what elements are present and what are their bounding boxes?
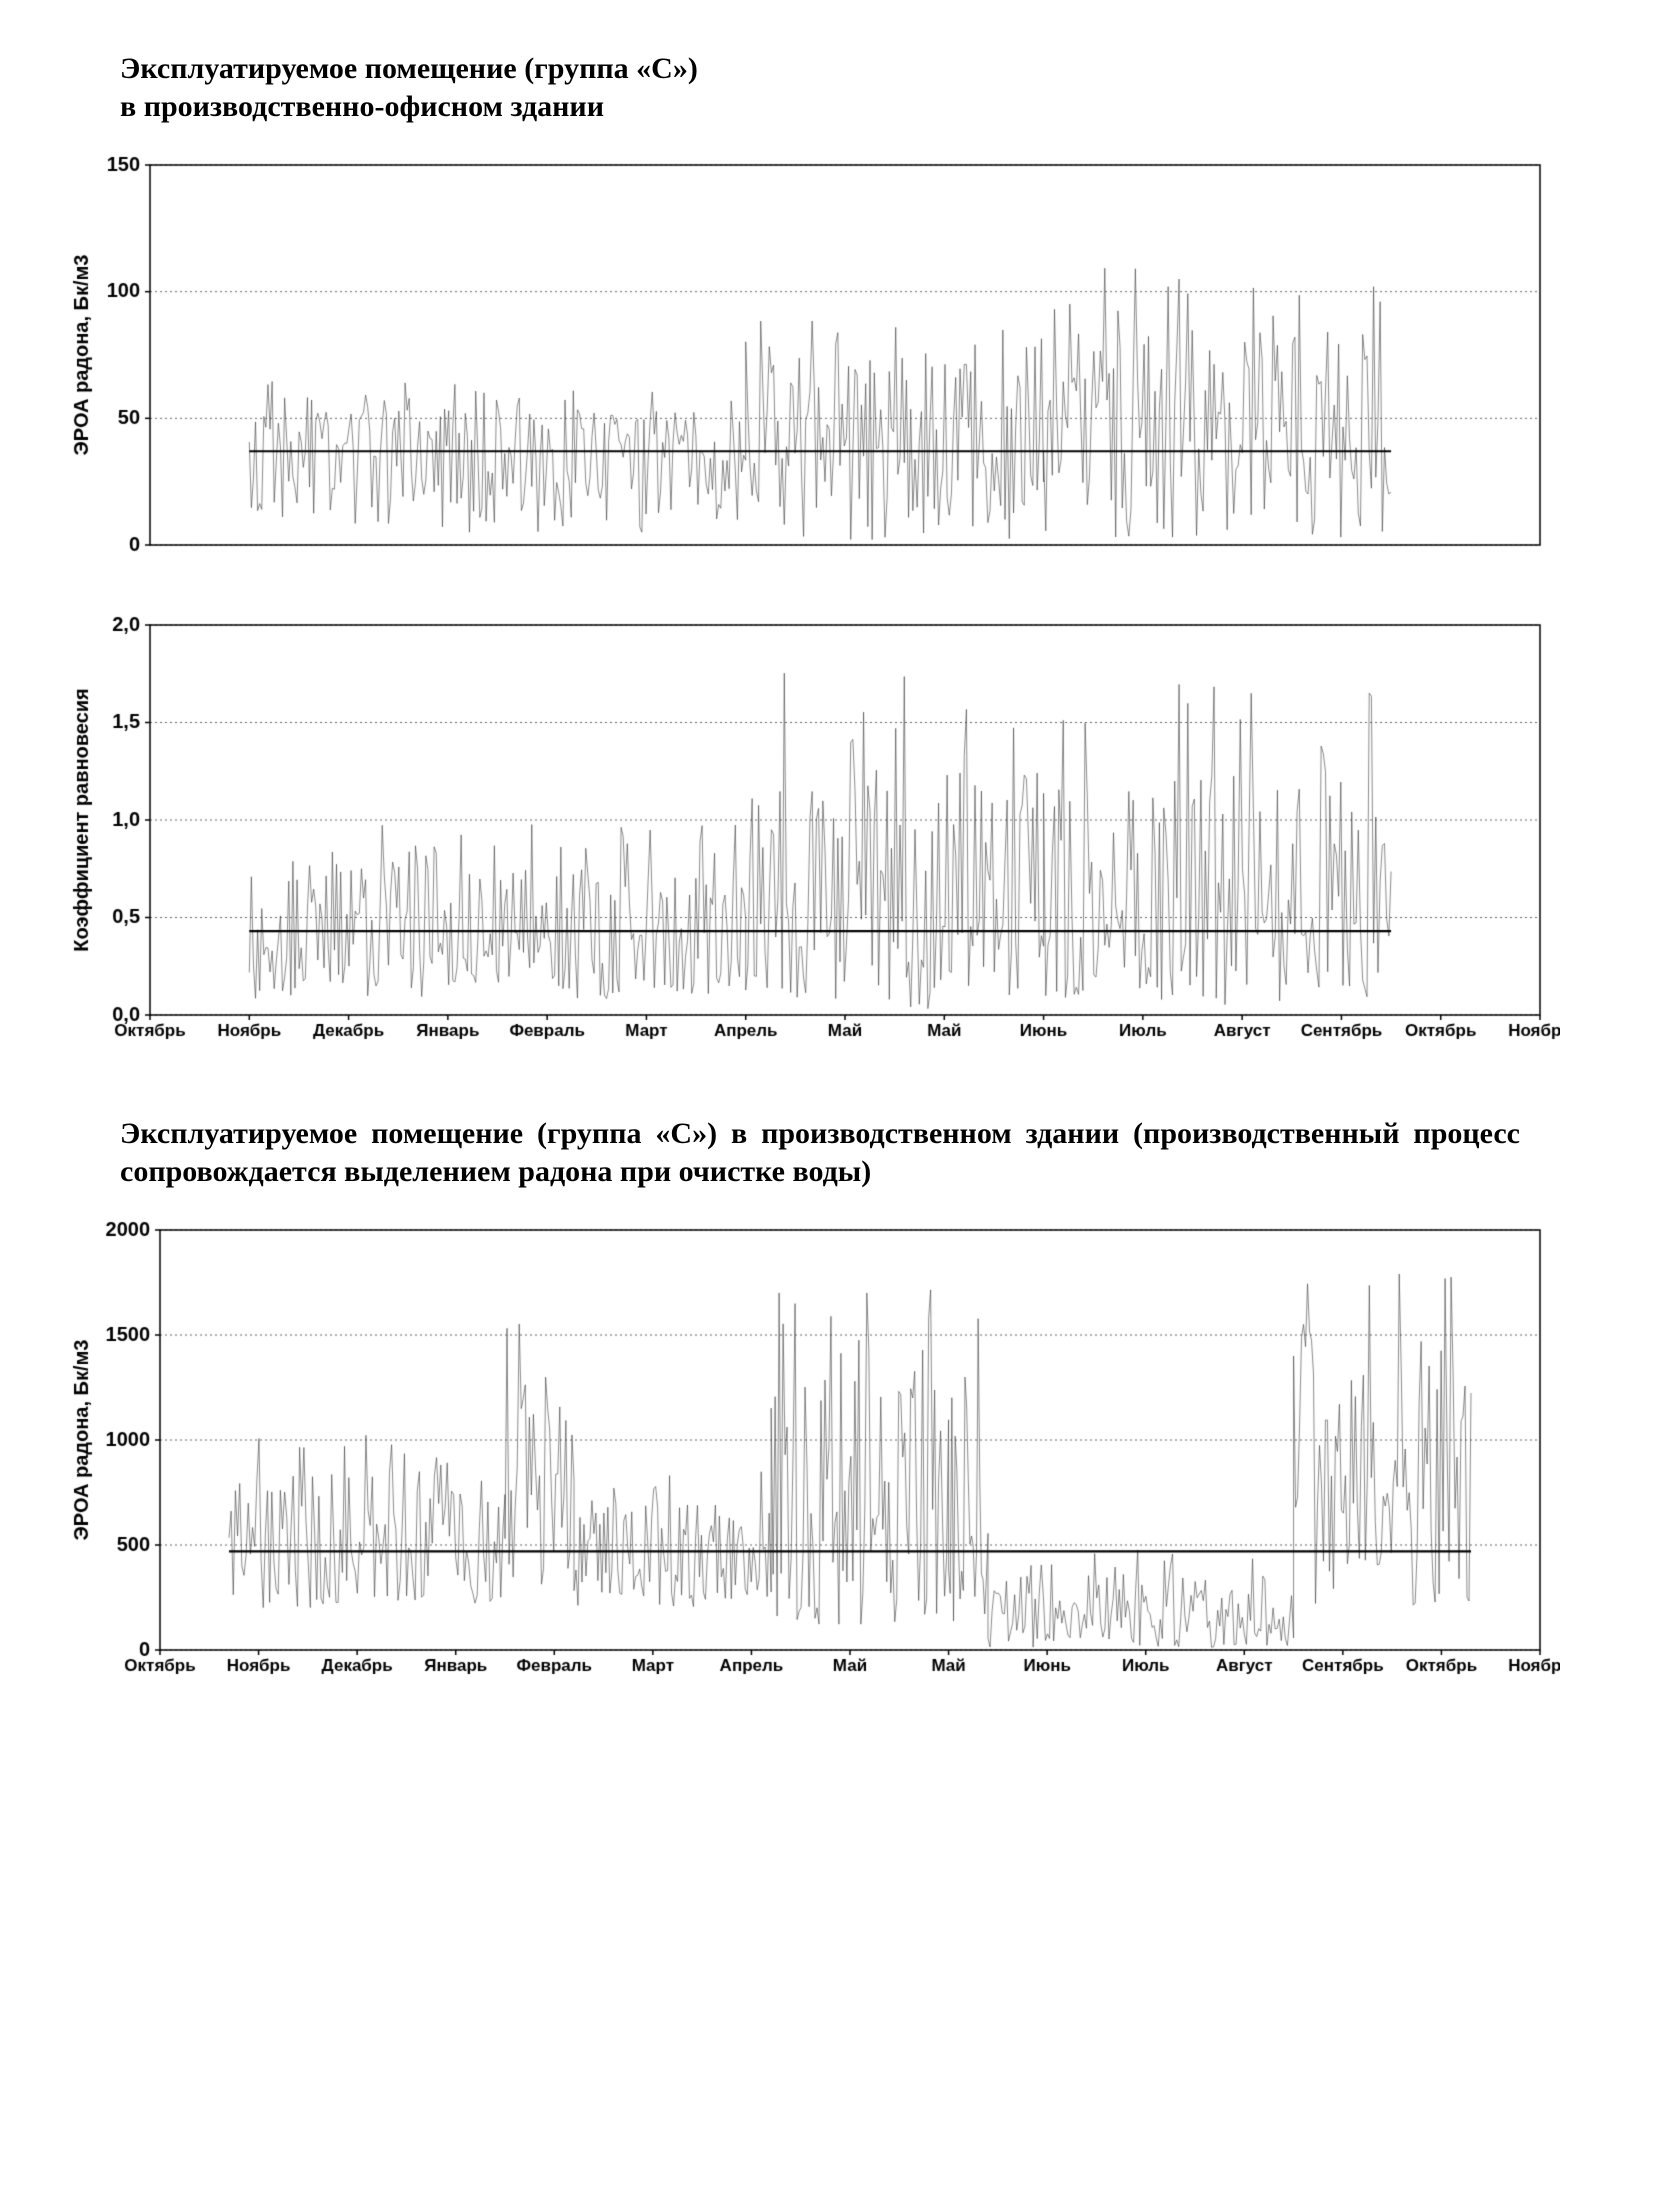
chart-radon-office — [60, 145, 1560, 565]
section1-title: Эксплуатируемое помещение (группа «С»)в … — [120, 50, 1520, 125]
chart2-container — [60, 605, 1594, 1075]
section2-title: Эксплуатируемое помещение (группа «С») в… — [120, 1115, 1520, 1190]
chart1-container — [60, 145, 1594, 565]
chart-radon-industrial — [60, 1210, 1560, 1710]
chart-equilibrium-coef — [60, 605, 1560, 1075]
chart3-container — [60, 1210, 1594, 1710]
